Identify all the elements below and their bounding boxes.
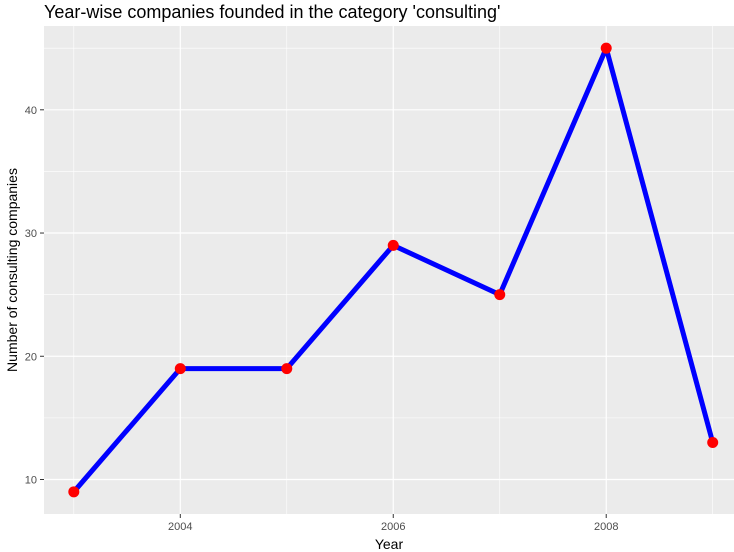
minor-gridlines [44,26,734,514]
data-point [387,239,399,251]
y-tick-label: 40 [25,105,37,117]
x-tick-label: 2008 [594,521,618,533]
y-tick-label: 10 [25,474,37,486]
plot-panel [44,26,734,514]
y-tick-label: 20 [25,351,37,363]
y-axis-ticks: 10 20 30 40 [25,105,44,486]
y-tick-label: 30 [25,228,37,240]
data-point [707,437,719,449]
x-tick-label: 2004 [168,521,192,533]
data-point [174,363,186,375]
data-point [600,42,612,54]
data-point [68,486,80,498]
chart-title: Year-wise companies founded in the categ… [44,2,501,22]
x-tick-label: 2006 [381,521,405,533]
data-point [494,289,506,301]
series-layer [68,42,719,498]
major-gridlines [44,26,734,514]
data-point [281,363,293,375]
x-axis-title: Year [375,536,404,552]
x-axis-ticks: 2004 2006 2008 [168,514,618,533]
y-axis-title: Number of consulting companies [4,168,20,372]
